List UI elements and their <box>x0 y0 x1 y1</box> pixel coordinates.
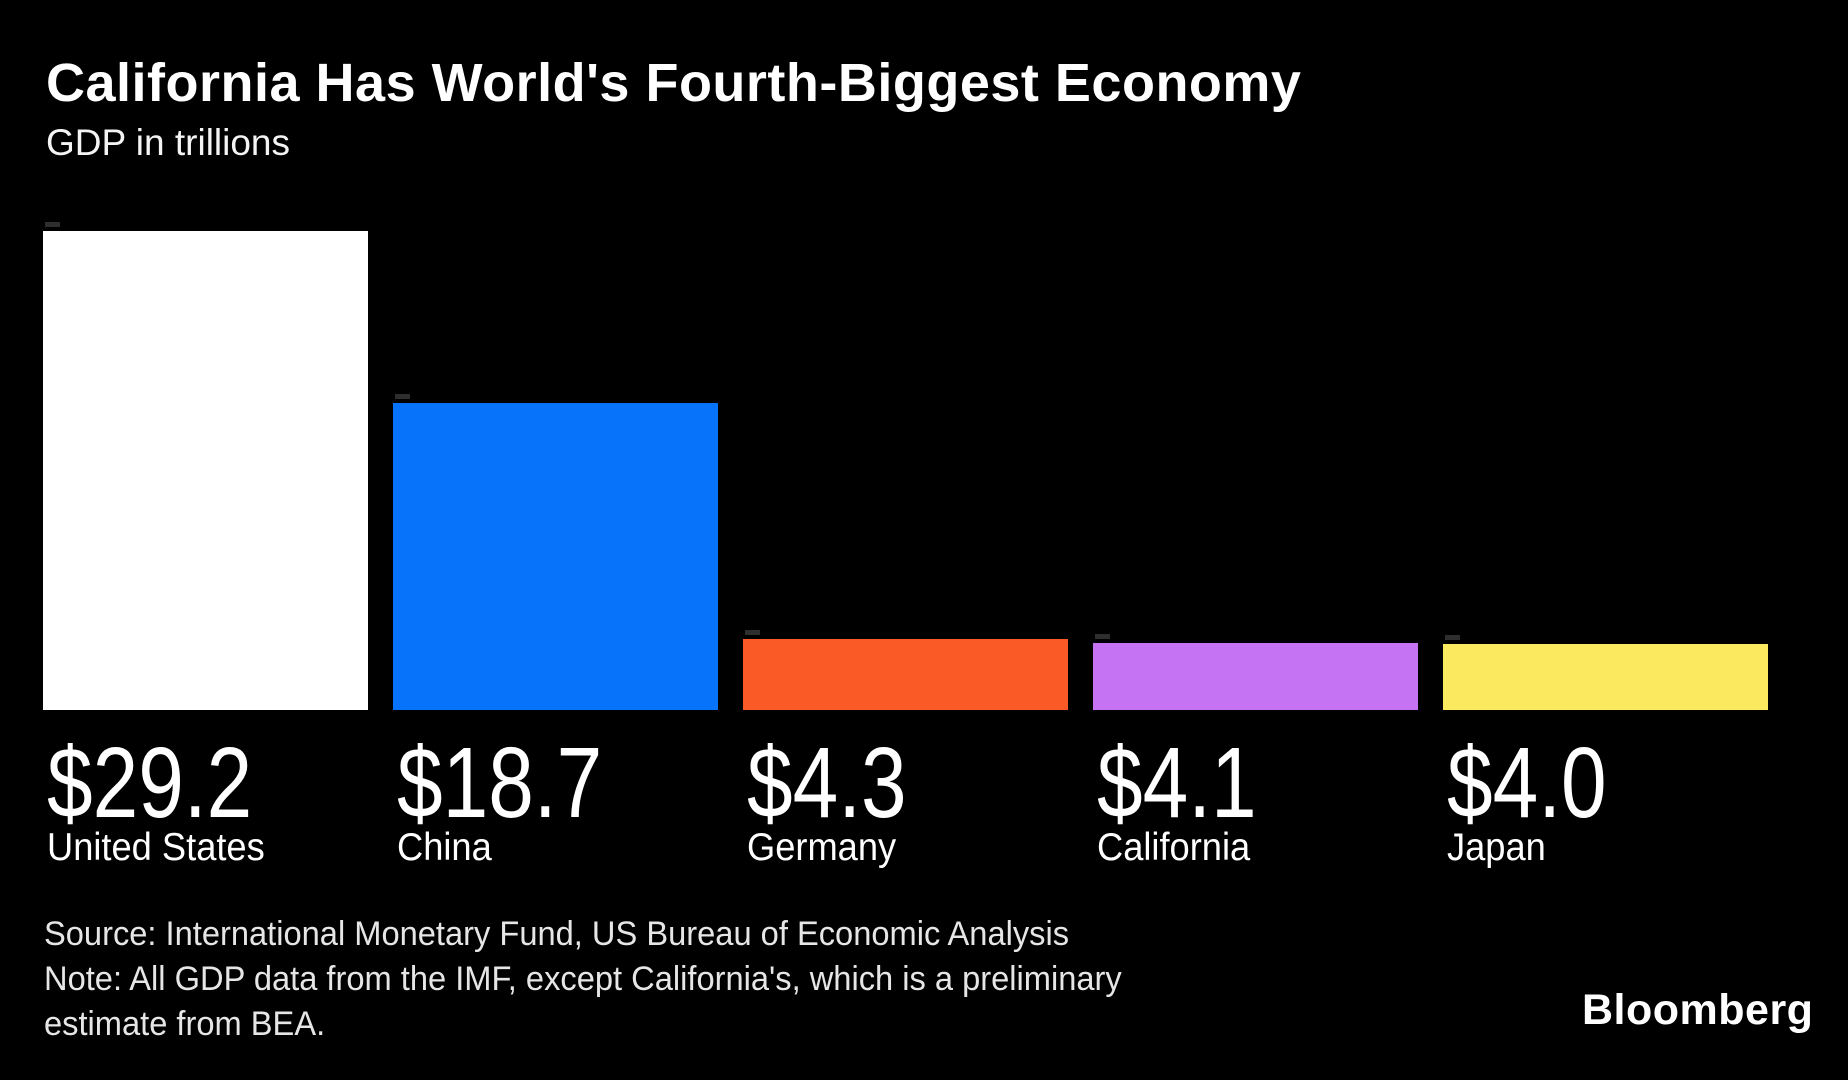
bar-germany <box>743 639 1068 710</box>
bar-top-tick-germany <box>745 630 760 635</box>
category-label-united-states: United States <box>47 826 265 869</box>
value-label-japan: $4.0 <box>1447 727 1607 839</box>
value-label-china: $18.7 <box>397 727 603 839</box>
chart-title: California Has World's Fourth-Biggest Ec… <box>46 53 1302 113</box>
bar-top-tick-china <box>395 394 410 399</box>
note-text-line1: Note: All GDP data from the IMF, except … <box>44 960 1122 998</box>
bar-united-states <box>43 231 368 710</box>
bar-top-tick-japan <box>1445 635 1460 640</box>
bar-china <box>393 403 718 710</box>
value-label-california: $4.1 <box>1097 727 1257 839</box>
note-text-line2: estimate from BEA. <box>44 1005 326 1043</box>
value-label-united-states: $29.2 <box>47 727 253 839</box>
bar-japan <box>1443 644 1768 710</box>
value-label-germany: $4.3 <box>747 727 907 839</box>
chart-subtitle: GDP in trillions <box>46 122 291 163</box>
category-label-china: China <box>397 826 492 869</box>
category-label-germany: Germany <box>747 826 897 869</box>
bloomberg-logo: Bloomberg <box>1582 986 1814 1034</box>
category-label-japan: Japan <box>1447 826 1546 869</box>
bar-top-tick-california <box>1095 634 1110 639</box>
bar-top-tick-united-states <box>45 222 60 227</box>
bar-california <box>1093 643 1418 710</box>
category-label-california: California <box>1097 826 1251 869</box>
source-text: Source: International Monetary Fund, US … <box>44 915 1070 953</box>
